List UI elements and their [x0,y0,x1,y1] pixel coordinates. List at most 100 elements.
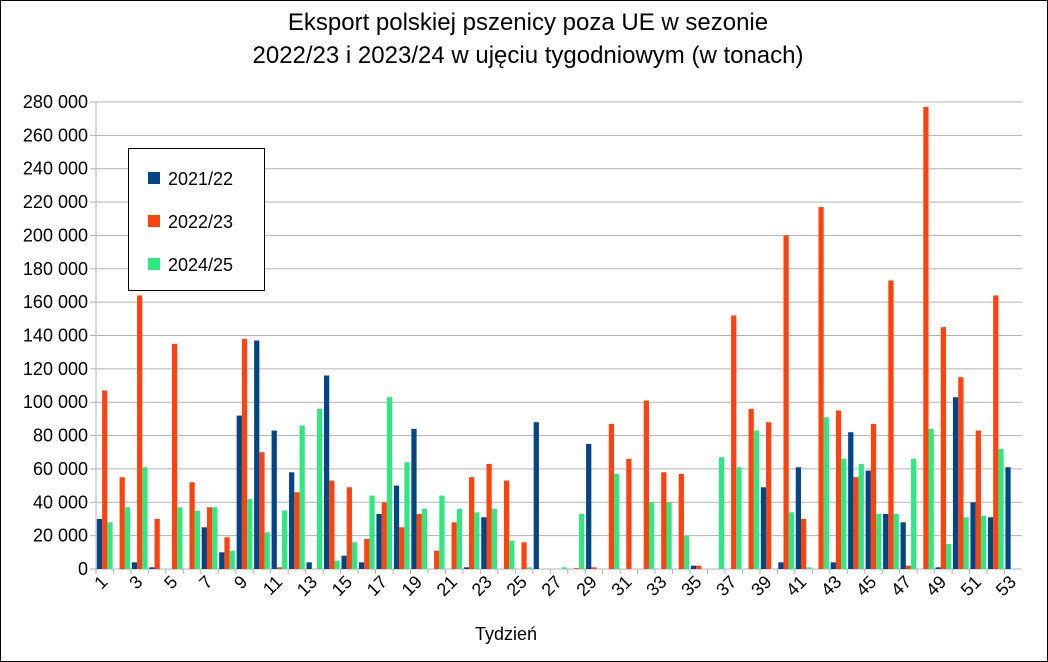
bar [474,512,480,569]
bar [282,510,288,569]
bar [648,502,655,569]
bar [276,567,283,569]
bar [579,513,585,569]
y-tick-label: 40 000 [33,492,88,512]
bar [259,452,265,569]
bar [264,532,270,569]
bar [346,487,352,569]
bar [329,480,335,569]
bar [888,280,894,569]
bar [254,340,260,569]
bar [224,537,230,569]
bar [835,410,842,569]
bar [503,480,510,569]
bar [643,400,649,569]
bar [358,562,365,569]
legend-label: 2022/23 [168,212,233,232]
y-tick-label: 140 000 [23,326,88,346]
bar [376,513,382,569]
bar [393,485,400,569]
bar [241,338,248,569]
bar [731,315,737,569]
bar [456,508,463,569]
bar [172,343,178,569]
legend-swatch [148,172,160,184]
bar [334,560,340,569]
bar [194,510,200,569]
bar [107,522,113,569]
bar [753,430,760,569]
bar [299,425,305,569]
bar [149,567,155,569]
legend-label: 2024/25 [168,255,233,275]
bar [421,508,428,569]
bar [905,565,912,569]
bar [853,477,859,569]
chart-title: 2022/23 i 2023/24 w ujęciu tygodniowym (… [253,42,804,69]
bar [177,507,183,569]
bar [96,518,103,569]
bar [788,512,794,569]
bar [945,543,952,569]
bar [509,540,515,569]
y-tick-label: 220 000 [23,192,88,212]
bar [661,472,667,569]
bar [830,562,836,569]
bar [736,467,742,569]
bar [294,492,300,569]
y-tick-label: 160 000 [23,292,88,312]
bar [369,495,375,569]
bar [608,423,615,569]
bar [683,535,690,569]
y-tick-label: 180 000 [23,259,88,279]
legend-swatch [148,215,160,227]
bar [306,562,312,569]
bar [533,422,539,569]
bar [411,428,417,569]
bar [154,518,160,569]
bar [271,430,277,569]
bar [841,458,847,569]
bar [690,565,697,569]
bar [935,567,941,569]
x-axis-title: Tydzień [475,624,537,644]
bar [970,502,976,569]
bar [341,555,347,569]
y-tick-label: 120 000 [23,359,88,379]
bar [900,522,906,569]
y-tick-label: 280 000 [23,92,88,112]
bar [858,463,864,569]
bar [678,473,684,569]
bar [626,458,632,569]
bar [980,515,987,569]
bar [463,567,470,569]
bar [317,408,323,569]
bar [696,565,702,569]
bar [124,507,131,569]
bar [998,448,1004,569]
bar [963,517,969,569]
bar [586,443,592,569]
bar [795,467,801,569]
bar [229,550,235,569]
bar [386,397,393,569]
bar [236,415,242,569]
bar [219,552,225,569]
bar [486,463,492,569]
bar [289,472,295,569]
bar [201,527,207,569]
bar [993,295,999,569]
bar [481,517,487,569]
bar [923,107,929,569]
bar [399,527,405,569]
bar [206,507,213,569]
bar [766,422,772,569]
bar [928,428,934,569]
bar [848,432,854,569]
bar [451,522,457,569]
bar [469,477,475,569]
bar [818,207,824,569]
y-tick-label: 100 000 [23,392,88,412]
y-tick-label: 80 000 [33,426,88,446]
